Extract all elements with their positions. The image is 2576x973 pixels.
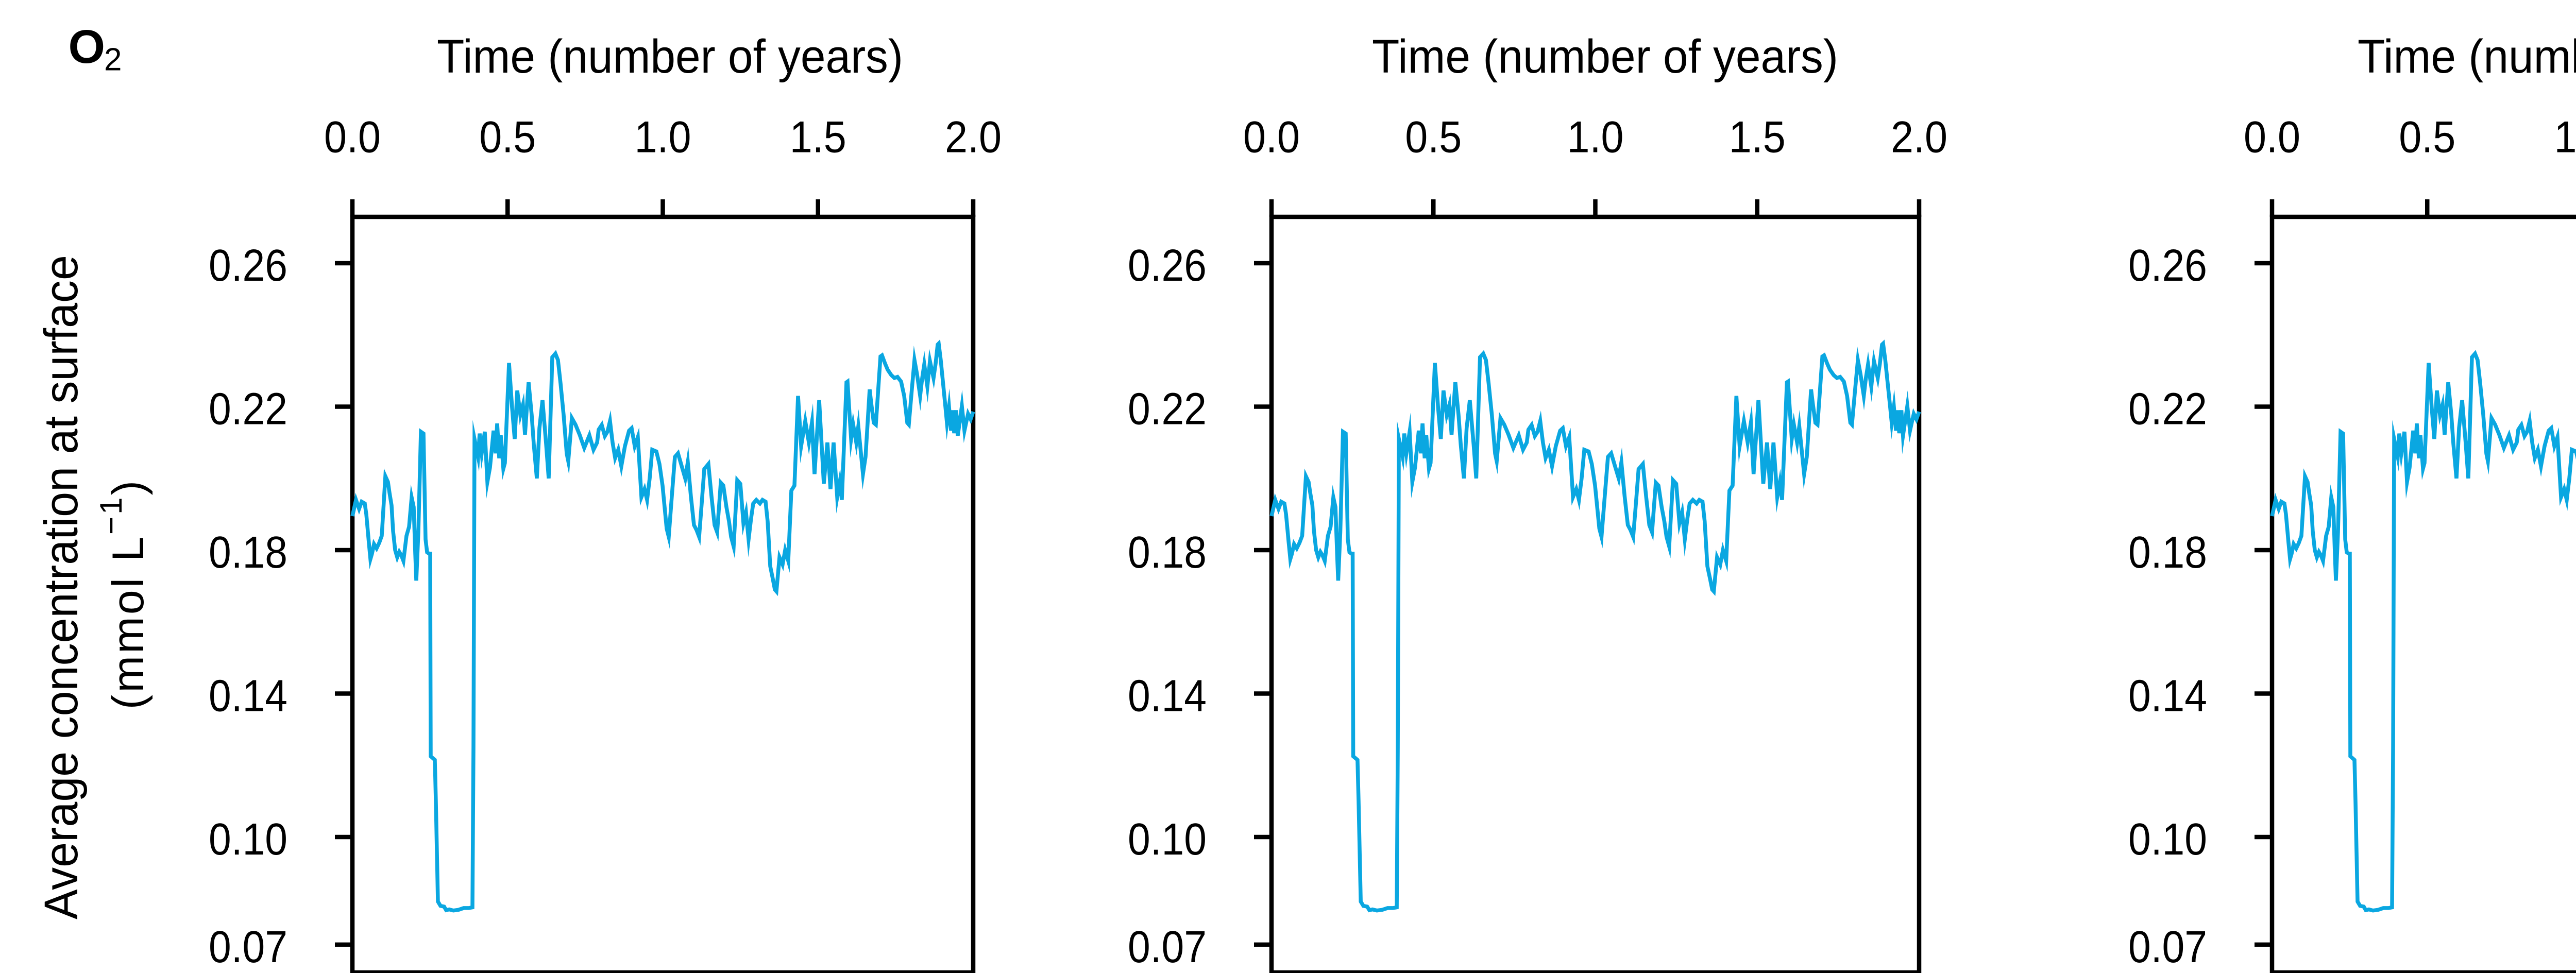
svg-text:0.5: 0.5: [2399, 113, 2455, 162]
svg-text:0.26: 0.26: [2128, 240, 2207, 291]
svg-text:0.10: 0.10: [209, 814, 287, 864]
svg-text:1.0: 1.0: [2554, 113, 2576, 162]
svg-text:2.0: 2.0: [1891, 113, 1947, 162]
svg-text:2.0: 2.0: [945, 113, 1002, 162]
svg-text:0.14: 0.14: [2128, 671, 2207, 721]
svg-text:0.5: 0.5: [1405, 113, 1462, 162]
svg-text:1.5: 1.5: [790, 113, 846, 162]
svg-text:0.5: 0.5: [479, 113, 536, 162]
svg-text:Time (number of years): Time (number of years): [437, 30, 903, 83]
svg-text:1.5: 1.5: [1729, 113, 1786, 162]
svg-text:0.07: 0.07: [1128, 921, 1207, 972]
svg-text:2: 2: [104, 42, 122, 78]
svg-text:Time (number of years): Time (number of years): [1372, 30, 1838, 83]
svg-text:1.0: 1.0: [1567, 113, 1624, 162]
svg-text:0.10: 0.10: [2128, 814, 2207, 864]
svg-text:O: O: [69, 21, 106, 73]
svg-text:0.14: 0.14: [1128, 671, 1207, 721]
svg-text:0.22: 0.22: [1128, 384, 1207, 434]
svg-text:0.22: 0.22: [2128, 384, 2207, 434]
svg-text:0.10: 0.10: [1128, 814, 1207, 864]
svg-text:0.07: 0.07: [209, 921, 287, 972]
svg-text:(mmol L−1): (mmol L−1): [94, 479, 153, 710]
svg-text:0.26: 0.26: [209, 240, 287, 291]
svg-text:0.07: 0.07: [2128, 921, 2207, 972]
svg-text:0.0: 0.0: [324, 113, 381, 162]
svg-text:0.26: 0.26: [1128, 240, 1207, 291]
svg-text:1.0: 1.0: [635, 113, 691, 162]
svg-text:0.0: 0.0: [1243, 113, 1300, 162]
svg-text:0.14: 0.14: [209, 671, 287, 721]
svg-text:Average concentration at surfa: Average concentration at surface: [35, 255, 88, 919]
svg-text:0.18: 0.18: [1128, 527, 1207, 577]
svg-text:0.22: 0.22: [209, 384, 287, 434]
svg-text:Time (number of years): Time (number of years): [2358, 30, 2576, 83]
svg-text:0.18: 0.18: [2128, 527, 2207, 577]
svg-text:0.0: 0.0: [2244, 113, 2300, 162]
svg-text:0.18: 0.18: [209, 527, 287, 577]
